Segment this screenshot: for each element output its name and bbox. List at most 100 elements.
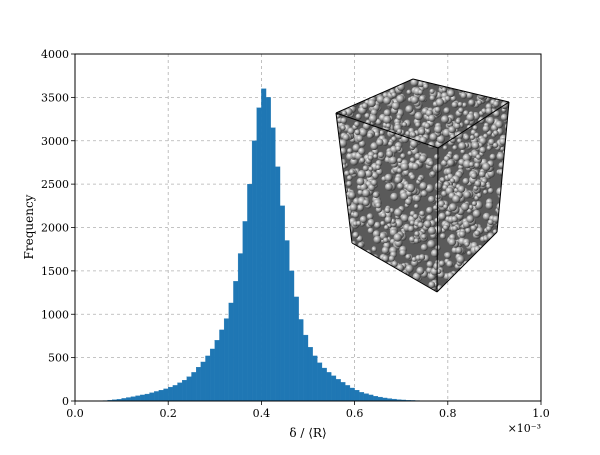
sphere <box>344 288 351 295</box>
sphere <box>384 74 390 80</box>
sphere <box>411 132 416 137</box>
sphere <box>330 207 338 215</box>
sphere <box>328 188 333 193</box>
sphere <box>467 84 474 91</box>
histogram-bar <box>257 108 262 401</box>
sphere <box>505 123 513 131</box>
sphere <box>340 102 346 108</box>
sphere <box>350 253 356 259</box>
sphere <box>511 222 518 229</box>
sphere <box>502 188 510 196</box>
sphere <box>410 174 416 180</box>
sphere <box>379 282 386 289</box>
sphere <box>505 180 511 186</box>
sphere <box>457 279 465 287</box>
sphere <box>363 199 370 206</box>
sphere <box>456 290 463 297</box>
sphere <box>355 129 361 135</box>
sphere <box>474 230 480 236</box>
sphere <box>414 231 419 236</box>
histogram-bar <box>331 376 336 401</box>
y-tick-label: 2500 <box>41 178 69 191</box>
sphere <box>346 71 354 79</box>
sphere <box>440 233 446 239</box>
histogram-bar <box>196 367 201 401</box>
sphere <box>330 203 338 211</box>
sphere <box>330 244 335 249</box>
y-axis-label: Frequency <box>22 194 36 259</box>
sphere <box>506 131 512 137</box>
histogram-bar <box>359 392 364 401</box>
sphere <box>385 207 391 213</box>
sphere <box>505 277 512 284</box>
sphere <box>356 221 361 226</box>
sphere <box>471 225 477 231</box>
sphere <box>396 146 402 152</box>
sphere <box>473 210 481 218</box>
sphere <box>335 167 341 173</box>
sphere <box>390 73 397 80</box>
y-tick-label: 2000 <box>41 222 69 235</box>
sphere <box>477 100 482 105</box>
sphere <box>328 187 334 193</box>
sphere <box>447 90 454 97</box>
histogram-bar <box>173 385 178 401</box>
histogram-bar <box>294 297 299 401</box>
sphere <box>342 256 348 262</box>
sphere <box>389 256 395 262</box>
sphere <box>405 254 411 260</box>
histogram-bar <box>271 128 276 401</box>
sphere <box>349 255 357 263</box>
sphere <box>495 258 503 266</box>
sphere <box>343 280 348 285</box>
sphere <box>437 75 444 82</box>
sphere <box>374 236 382 244</box>
sphere <box>384 283 389 288</box>
sphere <box>419 254 425 260</box>
sphere <box>427 75 434 82</box>
sphere <box>467 281 474 288</box>
sphere <box>483 125 490 132</box>
sphere <box>385 174 393 182</box>
sphere <box>368 99 376 107</box>
sphere <box>479 272 487 280</box>
sphere <box>380 221 385 226</box>
histogram-bar <box>355 390 360 401</box>
sphere <box>469 284 477 292</box>
sphere <box>494 248 500 254</box>
sphere <box>332 230 340 238</box>
sphere <box>476 154 481 159</box>
sphere <box>464 135 470 141</box>
y-tick-label: 1000 <box>41 308 69 321</box>
sphere <box>383 116 391 124</box>
sphere <box>507 209 512 214</box>
sphere <box>362 287 367 292</box>
sphere <box>376 139 383 146</box>
sphere <box>336 193 342 199</box>
sphere <box>503 259 510 266</box>
sphere <box>512 190 517 195</box>
sphere <box>386 123 391 128</box>
sphere <box>460 149 465 154</box>
sphere <box>341 249 347 255</box>
sphere <box>475 293 481 299</box>
sphere <box>508 190 515 197</box>
sphere <box>487 146 492 151</box>
sphere <box>335 93 341 99</box>
sphere <box>510 246 516 252</box>
sphere <box>489 282 494 287</box>
sphere <box>328 234 336 242</box>
sphere <box>511 279 519 287</box>
sphere <box>483 290 489 296</box>
sphere <box>436 75 442 81</box>
sphere <box>477 291 483 297</box>
sphere <box>502 80 509 87</box>
sphere <box>418 90 423 95</box>
sphere <box>328 143 335 150</box>
sphere <box>354 121 360 127</box>
sphere <box>335 134 340 139</box>
histogram-bar <box>126 398 131 401</box>
sphere <box>445 252 452 259</box>
sphere <box>455 271 460 276</box>
sphere <box>373 292 381 300</box>
